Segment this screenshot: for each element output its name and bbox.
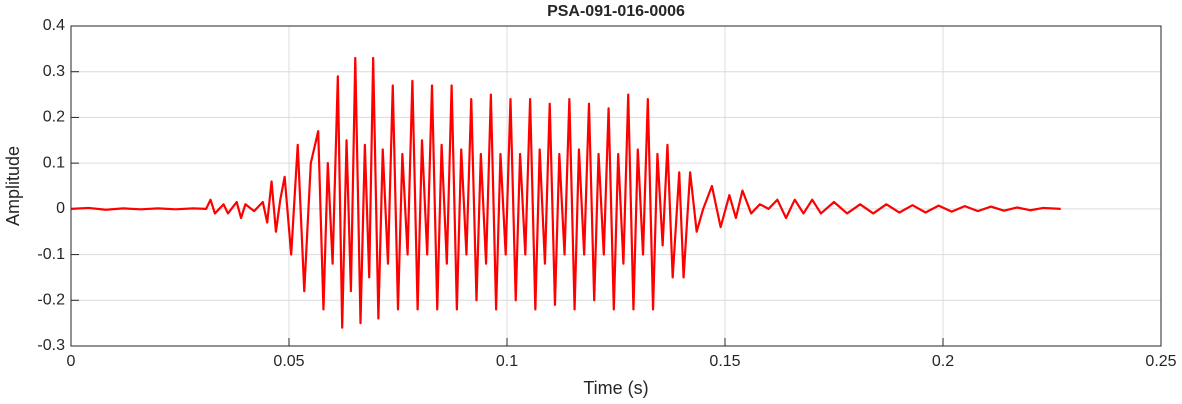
y-tick-label: -0.1: [37, 246, 65, 263]
plot-area: [71, 26, 1161, 346]
y-tick-label: 0.1: [43, 154, 65, 171]
y-axis-label: Amplitude: [3, 146, 23, 226]
waveform-line: [70, 56, 1061, 329]
x-tick-label: 0.1: [496, 353, 518, 370]
y-tick-label: 0: [56, 200, 65, 217]
chart-title: PSA-091-016-0006: [547, 3, 685, 20]
x-tick-label: 0.15: [709, 353, 740, 370]
y-tick-label: -0.3: [37, 337, 65, 354]
x-axis-label: Time (s): [583, 378, 648, 398]
x-tick-label: 0.2: [932, 353, 954, 370]
y-tick-label: -0.2: [37, 292, 65, 309]
x-tick-label: 0: [67, 353, 76, 370]
y-tick-label: 0.3: [43, 63, 65, 80]
x-tick-label: 0.25: [1145, 353, 1176, 370]
y-tick-label: 0.2: [43, 109, 65, 126]
x-tick-label: 0.05: [273, 353, 304, 370]
y-tick-label: 0.4: [43, 17, 65, 34]
axes-frame: [70, 25, 1162, 347]
